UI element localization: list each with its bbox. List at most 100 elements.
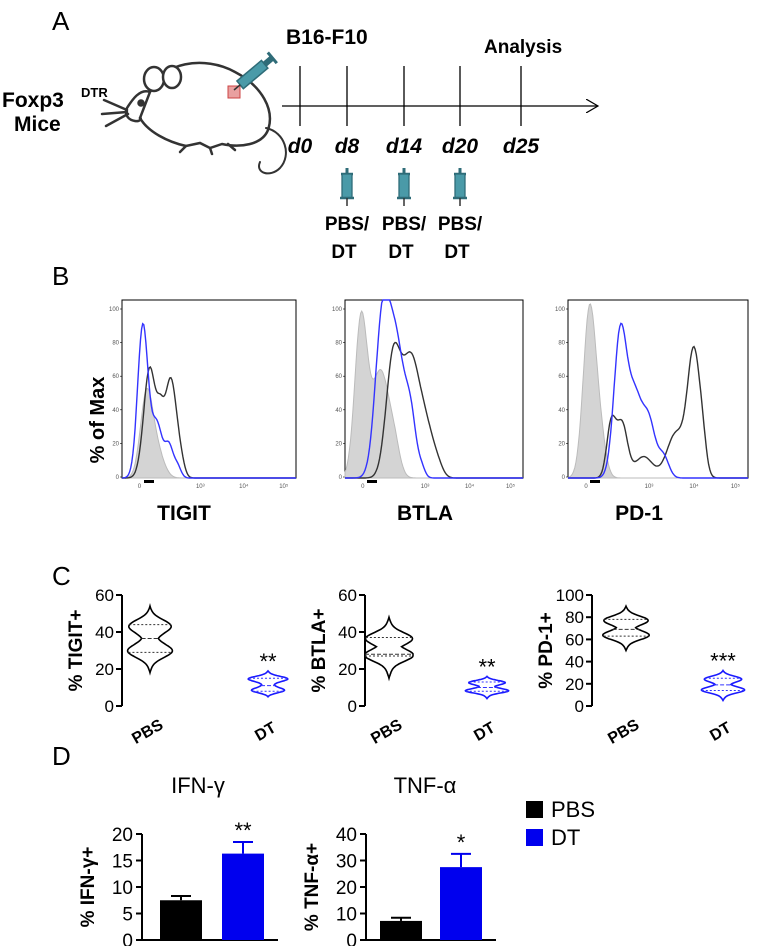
histogram-isotype-curve [567,303,748,479]
bar-charts: IFN-γ 0 5 10 15 20 % IFN-γ+ ** TNF-α 0 10 20 30 40 % T… [78,773,496,946]
significance-marker: ** [478,654,496,679]
mouse-strain-label: Foxp3 [2,89,64,112]
histogram-dt-curve [568,322,748,479]
y-tick-label: 15 [112,852,133,873]
y-tick-label: 40 [336,825,357,846]
histogram-xtick: 0 [138,484,142,490]
significance-marker: ** [259,649,277,674]
y-tick-label: 20 [95,660,114,679]
significance-marker: *** [710,648,736,673]
histogram-xtick: 10⁵ [279,483,289,490]
panel-d-letter: D [52,741,71,771]
histogram-ylabel: % of Max [87,377,109,464]
bar-dt [222,853,264,940]
histogram-isotype-curve [121,387,296,479]
y-tick-label: 40 [95,623,114,642]
y-tick-label: 40 [338,623,357,642]
histogram-xtick: 0 [361,484,365,490]
panel-b: B % of Max 0 20 40 60 80 100 0 10³ 10⁴ 10⁵ TIGIT 0 2… [52,261,749,525]
bar-dt [440,867,482,940]
y-tick-label: 20 [112,825,133,846]
y-tick-label: 60 [338,586,357,605]
mouse-icon [100,61,287,175]
significance-marker: * [457,830,466,855]
y-tick-label: 20 [336,878,357,899]
y-axis-label: % TIGIT+ [66,610,87,692]
x-category-label: DT [471,719,498,744]
histogram-ytick: 20 [335,441,342,447]
histogram-ytick: 80 [112,341,119,347]
injection-label-line1: PBS/ [438,214,483,235]
histogram-xtick: 10³ [421,484,430,490]
histogram-ytick: 40 [558,408,565,414]
y-axis-label: % PD-1+ [536,612,557,689]
histogram-dt-curve [122,322,296,479]
analysis-label: Analysis [484,37,562,58]
histogram-btla: 0 20 40 60 80 100 0 10³ 10⁴ 10⁵ BTLA [332,299,524,525]
legend-label: DT [551,825,580,850]
injection-label-line2: DT [444,242,470,263]
histogram-ytick: 60 [558,374,565,380]
timeline-ticks [299,66,522,126]
histogram-marker-label: BTLA [397,502,453,525]
legend-swatch-pbs [526,801,543,818]
injection-label-line1: PBS/ [325,214,370,235]
y-axis-label: % BTLA+ [309,609,330,693]
y-tick-label: 10 [112,878,133,899]
injection-label-line1: PBS/ [382,214,427,235]
histogram-pd1: 0 20 40 60 80 100 0 10³ 10⁴ 10⁵ PD-1 [555,299,749,525]
bar-chart-1: IFN-γ 0 5 10 15 20 % IFN-γ+ ** [78,773,278,946]
histogram-xtick: 10³ [196,484,205,490]
histogram-ytick: 0 [339,475,343,481]
violin-chart-1: 0 20 40 60 % TIGIT+ PBS DT ** [66,586,289,748]
histogram-zero-marker [144,480,154,483]
violin-pbs [601,604,651,653]
violin-dt [700,668,746,703]
y-tick-label: 60 [95,586,114,605]
histogram-xtick: 10⁴ [465,483,475,490]
injection-site-marker [227,85,241,99]
violin-charts: 0 20 40 60 % TIGIT+ PBS DT ** 0 20 40 60 % BTLA+ PBS D… [66,586,746,748]
y-tick-label: 40 [565,653,584,672]
timeline-days: d0 d8 d14 d20 d25 [288,135,540,158]
syringe-icon [397,168,411,206]
bar-chart-2: TNF-α 0 10 20 30 40 % TNF-α+ * [302,773,496,946]
histogram-zero-marker [590,480,600,483]
histogram-ytick: 20 [558,441,565,447]
y-tick-label: 0 [348,697,357,716]
x-category-label: PBS [368,716,405,747]
y-tick-label: 20 [338,660,357,679]
y-tick-label: 0 [105,697,114,716]
histogram-xtick: 10⁵ [731,483,741,490]
bar-pbs [380,920,422,940]
mouse-label-line2: Mice [14,113,61,136]
panel-b-letter: B [52,261,69,291]
chart-title: IFN-γ [171,773,225,798]
timeline-day-label: d25 [503,135,540,158]
timeline-day-label: d8 [335,135,360,158]
histogram-xtick: 10³ [645,484,654,490]
histogram-tigit: 0 20 40 60 80 100 0 10³ 10⁴ 10⁵ TIGIT [109,299,297,525]
mouse-strain-superscript: DTR [81,85,108,100]
violin-dt [247,669,289,699]
histogram-ytick: 100 [109,307,120,313]
x-category-label: PBS [605,716,642,747]
histogram-ytick: 0 [116,475,120,481]
panel-d: D IFN-γ 0 5 10 15 20 % IFN-γ+ ** TNF-α 0 10 20 30 40%… [52,741,595,946]
histogram-xtick: 0 [584,484,588,490]
x-category-label: DT [707,719,734,744]
y-tick-label: 100 [556,586,584,605]
y-tick-label: 5 [122,905,133,926]
histogram-ytick: 40 [112,408,119,414]
histogram-ytick: 60 [112,374,119,380]
injection-syringes [340,168,467,206]
timeline-day-label: d14 [386,135,423,158]
histogram-ytick: 0 [562,475,566,481]
y-tick-label: 80 [565,608,584,627]
y-axis-label: % IFN-γ+ [78,847,99,928]
legend-swatch-dt [526,829,543,846]
timeline-day-label: d0 [288,135,313,158]
violin-chart-2: 0 20 40 60 % BTLA+ PBS DT ** [309,586,510,748]
